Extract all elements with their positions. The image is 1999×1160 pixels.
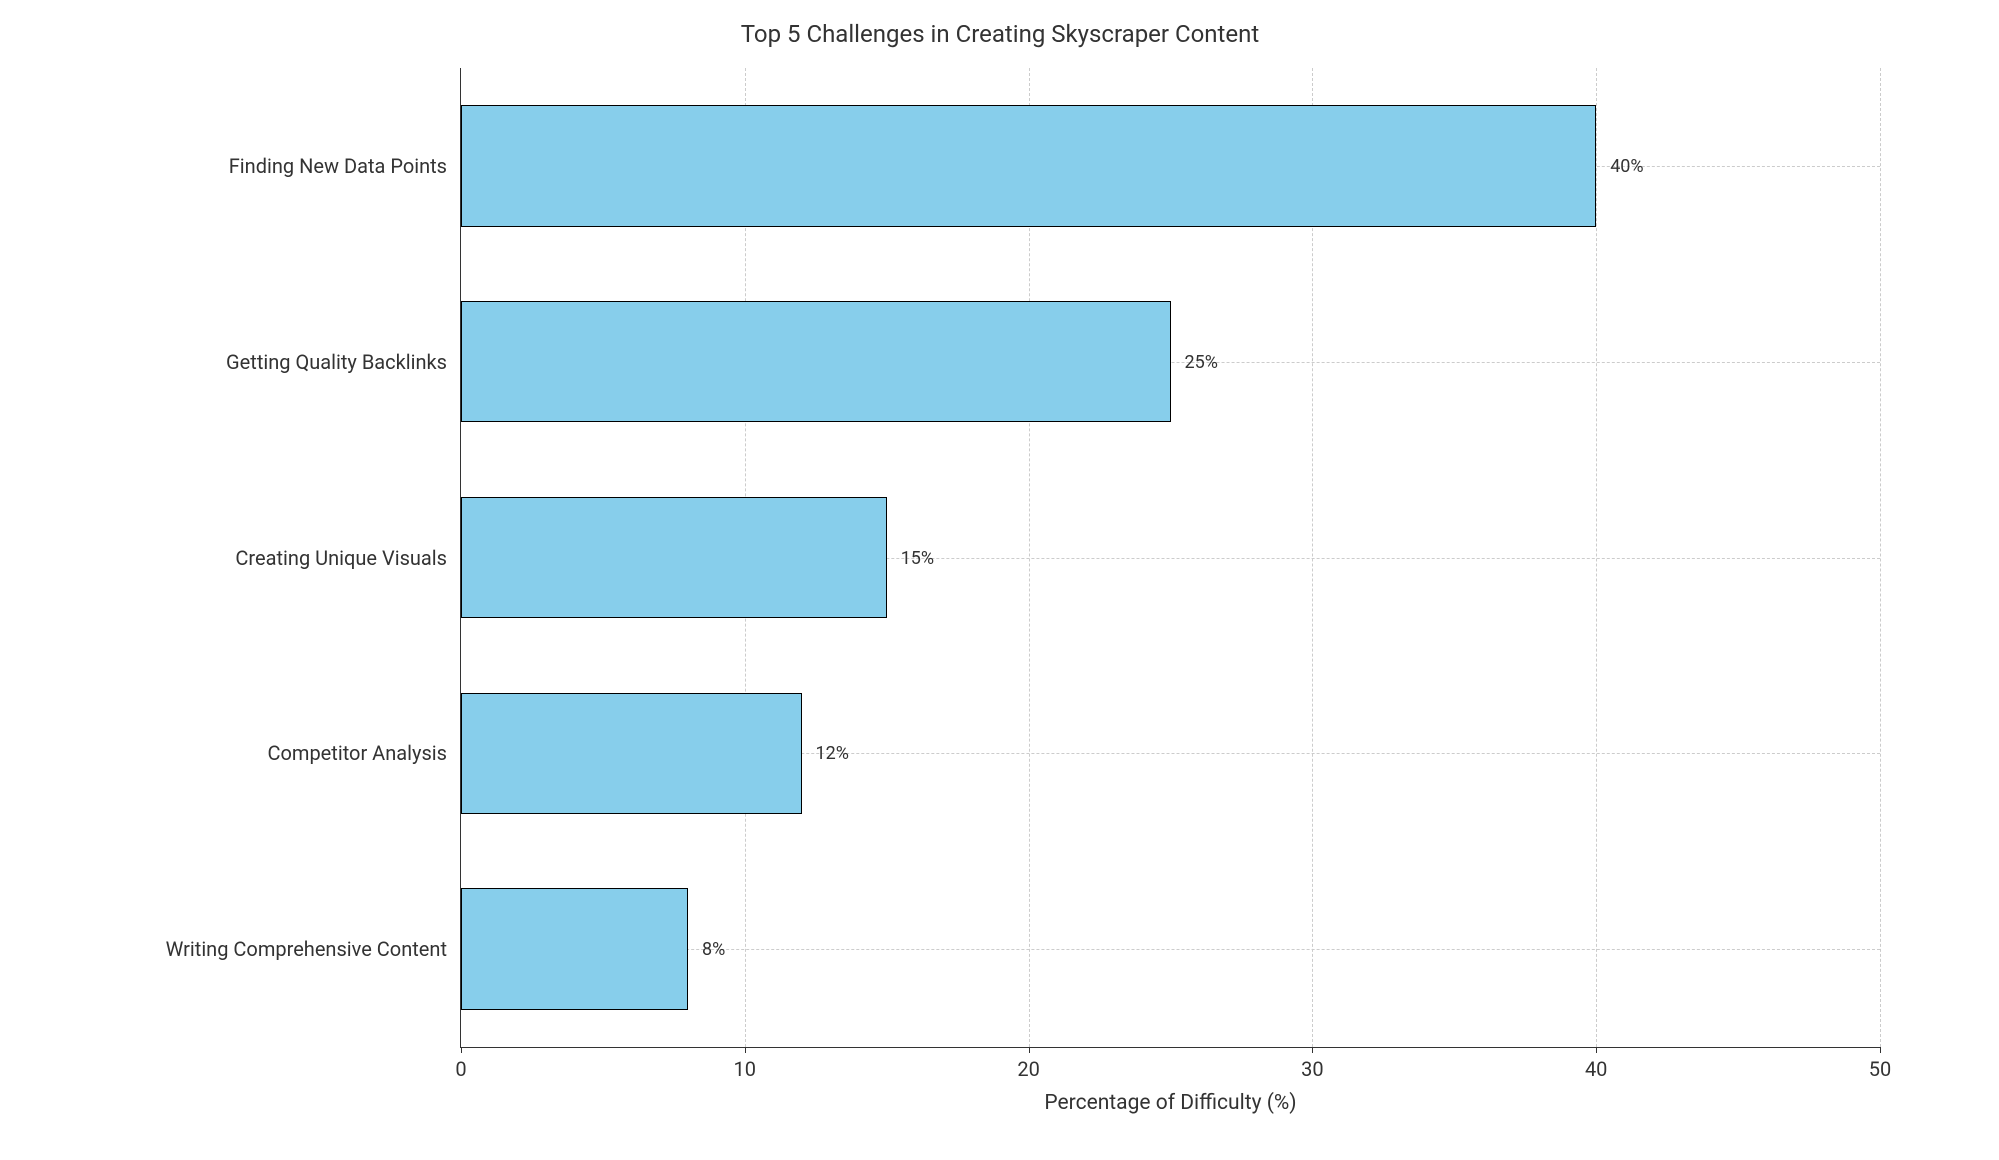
plot-area: Percentage of Difficulty (%) 01020304050… — [460, 68, 1880, 1048]
bar — [461, 497, 887, 618]
bar-value-label: 40% — [1610, 156, 1643, 177]
chart-container: Top 5 Challenges in Creating Skyscraper … — [60, 20, 1940, 1140]
x-tick — [1880, 1047, 1881, 1053]
bar-value-label: 12% — [816, 743, 849, 764]
x-tick-label: 20 — [1017, 1057, 1039, 1081]
gridline-v — [1880, 68, 1881, 1047]
bar — [461, 693, 802, 814]
bar-value-label: 15% — [901, 548, 934, 569]
bar — [461, 888, 688, 1009]
x-tick — [1596, 1047, 1597, 1053]
x-tick-label: 0 — [455, 1057, 466, 1081]
y-tick-label: Creating Unique Visuals — [235, 546, 447, 570]
x-tick-label: 10 — [734, 1057, 756, 1081]
y-tick-label: Getting Quality Backlinks — [226, 350, 447, 374]
x-tick — [1029, 1047, 1030, 1053]
x-tick — [745, 1047, 746, 1053]
x-tick — [461, 1047, 462, 1053]
bar — [461, 301, 1171, 422]
y-tick-label: Writing Comprehensive Content — [166, 937, 447, 961]
y-tick-label: Finding New Data Points — [229, 154, 447, 178]
x-axis-label: Percentage of Difficulty (%) — [1044, 1091, 1296, 1115]
x-tick-label: 30 — [1301, 1057, 1323, 1081]
y-tick-label: Competitor Analysis — [267, 741, 447, 765]
x-tick — [1312, 1047, 1313, 1053]
bar-value-label: 8% — [702, 939, 725, 960]
bar-value-label: 25% — [1185, 352, 1218, 373]
x-tick-label: 40 — [1585, 1057, 1607, 1081]
x-tick-label: 50 — [1869, 1057, 1891, 1081]
chart-title: Top 5 Challenges in Creating Skyscraper … — [60, 20, 1940, 48]
bar — [461, 105, 1596, 226]
